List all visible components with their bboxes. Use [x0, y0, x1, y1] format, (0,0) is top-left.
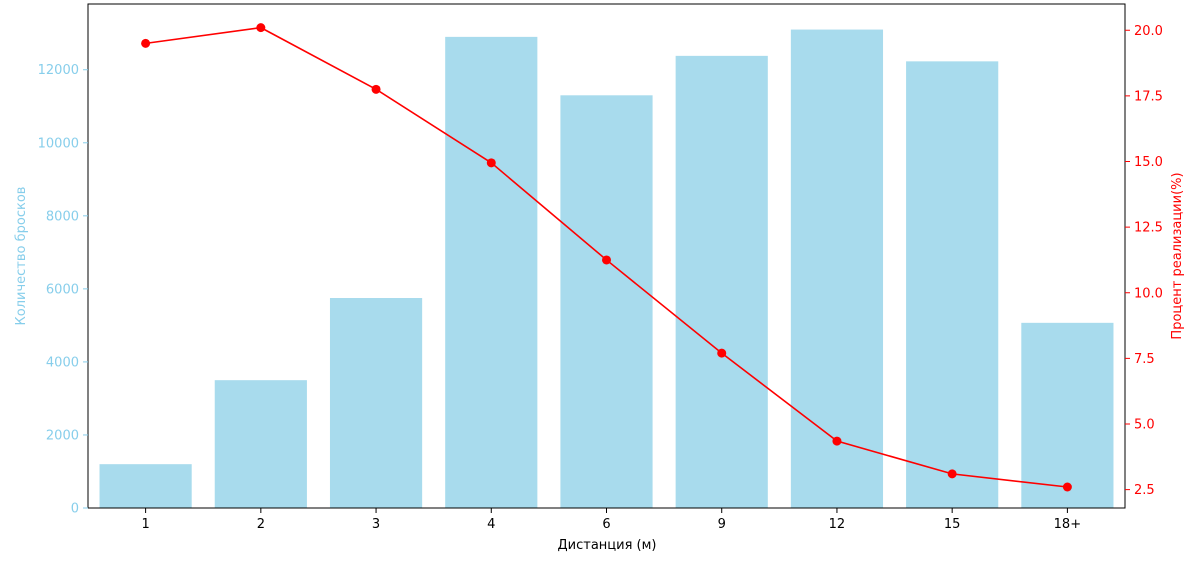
bar-6: [560, 95, 653, 508]
rate-point-4: [486, 158, 496, 168]
x-tick-label: 2: [257, 517, 265, 532]
x-tick-label: 12: [829, 517, 846, 532]
rate-point-9: [717, 348, 727, 358]
y-tick-label-right: 2.5: [1134, 483, 1155, 498]
axes-layer: 1 2 3 4 6 9 12 15 18+020004000600080001000012000…: [38, 3, 1163, 532]
y-tick-label-left: 8000: [46, 209, 79, 224]
y-tick-label-left: 0: [71, 502, 79, 517]
bar-18+: [1021, 322, 1114, 508]
bar-3: [329, 298, 423, 508]
bar-15: [906, 61, 999, 508]
y-axis-label-right: Процент реализации(%): [1170, 172, 1185, 339]
x-tick-label: 15: [944, 517, 961, 532]
line-layer: [141, 23, 1072, 492]
y-tick-label-right: 10.0: [1134, 286, 1163, 301]
rate-point-18+: [1062, 482, 1072, 492]
y-tick-label-right: 20.0: [1134, 24, 1163, 39]
bar-2: [214, 380, 307, 508]
y-tick-label-left: 2000: [46, 428, 79, 443]
bars-layer: [99, 29, 1114, 509]
bar-12: [790, 29, 884, 509]
y-axis-label-left: Количество бросков: [14, 187, 29, 326]
rate-point-1: [141, 38, 151, 48]
x-tick-label: 4: [487, 517, 495, 532]
y-tick-label-right: 7.5: [1134, 352, 1155, 367]
bar-4: [445, 36, 538, 508]
rate-point-12: [832, 436, 842, 446]
y-tick-label-left: 4000: [46, 355, 79, 370]
x-tick-label: 9: [718, 517, 726, 532]
x-tick-label: 1: [141, 517, 149, 532]
y-tick-label-right: 17.5: [1134, 89, 1163, 104]
y-tick-label-right: 12.5: [1134, 221, 1163, 236]
rate-point-15: [947, 469, 957, 479]
y-tick-label-right: 5.0: [1134, 418, 1155, 433]
x-tick-label: 18+: [1054, 517, 1081, 532]
y-tick-label-left: 10000: [38, 136, 79, 151]
rate-point-6: [602, 255, 611, 265]
rate-point-2: [256, 23, 266, 33]
y-tick-label-right: 15.0: [1134, 155, 1163, 170]
y-tick-label-left: 6000: [46, 282, 79, 297]
x-axis-label: Дистанция (м): [558, 538, 657, 553]
y-tick-label-left: 12000: [38, 63, 79, 78]
x-tick-label: 3: [372, 517, 380, 532]
bar-1: [99, 464, 192, 508]
rate-point-3: [371, 84, 381, 94]
bar-9: [675, 55, 768, 508]
x-tick-label: 6: [602, 517, 610, 532]
